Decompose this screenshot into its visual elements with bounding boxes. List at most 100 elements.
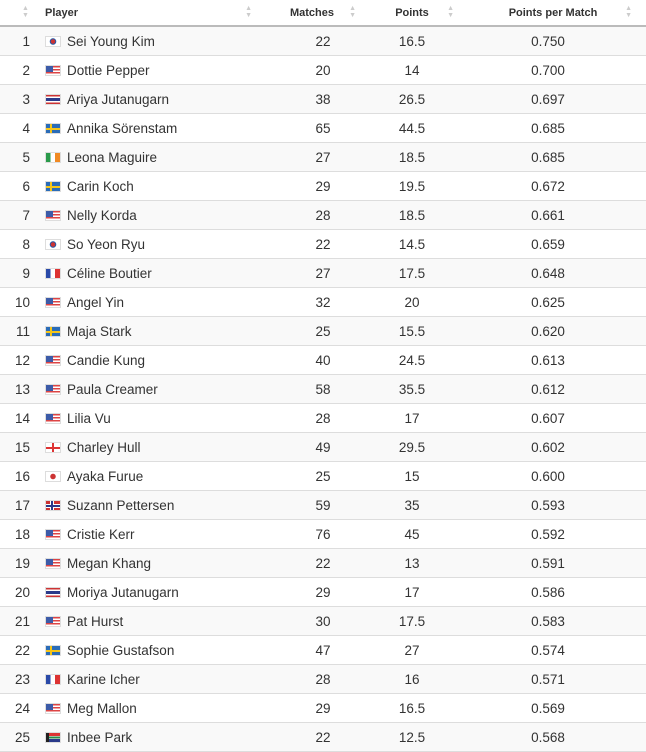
ppm-cell: 0.612 xyxy=(460,374,646,404)
rank-header[interactable]: ▲ ▼ xyxy=(0,0,38,27)
player-cell: Ariya Jutanugarn xyxy=(38,84,264,114)
ppm-cell: 0.613 xyxy=(460,345,646,375)
matches-cell: 25 xyxy=(264,461,364,491)
player-name: Karine Icher xyxy=(67,671,140,687)
ppm-cell: 0.600 xyxy=(460,461,646,491)
table-row: 23 Karine Icher 28 16 0.571 xyxy=(0,664,646,694)
player-cell: Paula Creamer xyxy=(38,374,264,404)
flag-kr-icon xyxy=(45,238,61,250)
ppm-cell: 0.661 xyxy=(460,200,646,230)
flag-fr-icon xyxy=(45,673,61,685)
table-row: 15 Charley Hull 49 29.5 0.602 xyxy=(0,432,646,462)
table-row: 14 Lilia Vu 28 17 0.607 xyxy=(0,403,646,433)
points-header-label: Points xyxy=(395,6,429,19)
ppm-cell: 0.648 xyxy=(460,258,646,288)
flag-us-icon xyxy=(45,209,61,221)
rank-cell: 13 xyxy=(0,374,38,404)
matches-cell: 27 xyxy=(264,258,364,288)
table-row: 25 Inbee Park 22 12.5 0.568 xyxy=(0,722,646,752)
matches-header[interactable]: Matches ▲ ▼ xyxy=(264,0,364,27)
rank-cell: 18 xyxy=(0,519,38,549)
table-row: 4 Annika Sörenstam 65 44.5 0.685 xyxy=(0,113,646,143)
player-name: Angel Yin xyxy=(67,294,125,310)
matches-cell: 65 xyxy=(264,113,364,143)
player-name: Candie Kung xyxy=(67,352,146,368)
ppm-header[interactable]: Points per Match ▲ ▼ xyxy=(460,0,646,27)
header-row: ▲ ▼ Player ▲ ▼ Matches ▲ ▼ Points ▲ ▼ Points pe… xyxy=(0,0,646,27)
points-header[interactable]: Points ▲ ▼ xyxy=(364,0,460,27)
player-name: Ayaka Furue xyxy=(67,468,144,484)
player-header[interactable]: Player ▲ ▼ xyxy=(38,0,264,27)
player-cell: Suzann Pettersen xyxy=(38,490,264,520)
rank-cell: 21 xyxy=(0,606,38,636)
ppm-cell: 0.602 xyxy=(460,432,646,462)
points-cell: 27 xyxy=(364,635,460,665)
points-cell: 16.5 xyxy=(364,693,460,723)
player-cell: Meg Mallon xyxy=(38,693,264,723)
rank-cell: 24 xyxy=(0,693,38,723)
flag-se-icon xyxy=(45,325,61,337)
matches-cell: 28 xyxy=(264,403,364,433)
rank-cell: 9 xyxy=(0,258,38,288)
sort-arrows-icon[interactable]: ▲ ▼ xyxy=(625,5,632,19)
ppm-cell: 0.620 xyxy=(460,316,646,346)
flag-us-icon xyxy=(45,64,61,76)
flag-th-icon xyxy=(45,586,61,598)
player-name: Leona Maguire xyxy=(67,149,158,165)
player-cell: Sei Young Kim xyxy=(38,26,264,56)
sort-arrows-icon[interactable]: ▲ ▼ xyxy=(447,5,454,19)
rank-cell: 22 xyxy=(0,635,38,665)
player-cell: Charley Hull xyxy=(38,432,264,462)
ppm-cell: 0.574 xyxy=(460,635,646,665)
points-cell: 13 xyxy=(364,548,460,578)
points-cell: 26.5 xyxy=(364,84,460,114)
player-cell: Karine Icher xyxy=(38,664,264,694)
rank-cell: 17 xyxy=(0,490,38,520)
player-name: Maja Stark xyxy=(67,323,132,339)
rank-cell: 23 xyxy=(0,664,38,694)
player-cell: Dottie Pepper xyxy=(38,55,264,85)
rank-cell: 14 xyxy=(0,403,38,433)
table-row: 9 Céline Boutier 27 17.5 0.648 xyxy=(0,258,646,288)
matches-cell: 59 xyxy=(264,490,364,520)
matches-cell: 22 xyxy=(264,229,364,259)
ppm-cell: 0.586 xyxy=(460,577,646,607)
flag-jp-icon xyxy=(45,470,61,482)
player-cell: Lilia Vu xyxy=(38,403,264,433)
player-cell: So Yeon Ryu xyxy=(38,229,264,259)
flag-us-icon xyxy=(45,615,61,627)
player-cell: Ayaka Furue xyxy=(38,461,264,491)
player-cell: Pat Hurst xyxy=(38,606,264,636)
table-row: 11 Maja Stark 25 15.5 0.620 xyxy=(0,316,646,346)
player-name: Lilia Vu xyxy=(67,410,111,426)
table-row: 2 Dottie Pepper 20 14 0.700 xyxy=(0,55,646,85)
player-cell: Nelly Korda xyxy=(38,200,264,230)
points-cell: 17.5 xyxy=(364,258,460,288)
points-cell: 17.5 xyxy=(364,606,460,636)
matches-cell: 22 xyxy=(264,722,364,752)
player-cell: Candie Kung xyxy=(38,345,264,375)
sort-arrows-icon[interactable]: ▲ ▼ xyxy=(245,5,252,19)
ppm-cell: 0.697 xyxy=(460,84,646,114)
flag-ie-icon xyxy=(45,151,61,163)
ppm-cell: 0.607 xyxy=(460,403,646,433)
flag-th-icon xyxy=(45,93,61,105)
points-cell: 15.5 xyxy=(364,316,460,346)
flag-us-icon xyxy=(45,702,61,714)
ppm-cell: 0.591 xyxy=(460,548,646,578)
flag-us-icon xyxy=(45,296,61,308)
table-row: 8 So Yeon Ryu 22 14.5 0.659 xyxy=(0,229,646,259)
player-name: Annika Sörenstam xyxy=(67,120,178,136)
matches-cell: 22 xyxy=(264,548,364,578)
table-row: 7 Nelly Korda 28 18.5 0.661 xyxy=(0,200,646,230)
sort-arrows-icon[interactable]: ▲ ▼ xyxy=(349,5,356,19)
player-cell: Carin Koch xyxy=(38,171,264,201)
sort-arrows-icon[interactable]: ▲ ▼ xyxy=(22,5,29,19)
player-cell: Sophie Gustafson xyxy=(38,635,264,665)
table-row: 22 Sophie Gustafson 47 27 0.574 xyxy=(0,635,646,665)
table-row: 1 Sei Young Kim 22 16.5 0.750 xyxy=(0,26,646,56)
matches-cell: 22 xyxy=(264,26,364,56)
ppm-cell: 0.685 xyxy=(460,113,646,143)
points-cell: 17 xyxy=(364,403,460,433)
